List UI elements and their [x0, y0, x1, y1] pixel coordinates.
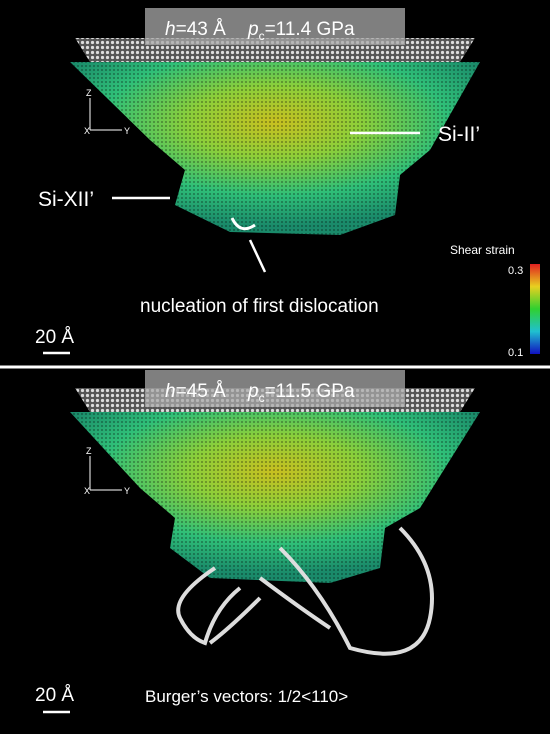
caption: Burger’s vectors: 1/2<110> [145, 687, 348, 706]
label: Si-II’ [438, 123, 480, 146]
colorbar-label: 0.1 [508, 347, 523, 359]
atom-texture [70, 412, 480, 583]
header: h=43 Å [165, 19, 226, 40]
colorbar-title: Shear strain [450, 243, 515, 257]
atom-texture [70, 62, 480, 235]
arrow [248, 239, 267, 273]
axis-label: Z [86, 88, 92, 98]
label: Si-XII’ [38, 188, 94, 211]
axis-label: Y [124, 486, 130, 496]
scale-bar-label: 20 Å [35, 327, 74, 348]
header: pc=11.5 GPa [247, 381, 355, 405]
dislocations [176, 526, 434, 656]
axis-triad [89, 456, 122, 491]
axis-label: X [84, 126, 90, 136]
axis-label: Z [86, 446, 92, 456]
colorbar-label: 0.3 [508, 265, 523, 277]
label: nucleation of first dislocation [140, 296, 379, 317]
header-box [145, 8, 405, 45]
panel: h=45 Å pc=11.5 GPa Z Y X 20 Å Burger’s v… [35, 370, 480, 714]
dislocation [230, 217, 256, 231]
header: pc=11.4 GPa [247, 19, 355, 43]
axis-triad [89, 98, 122, 131]
axis-label: Y [124, 126, 130, 136]
scale-bar-label: 20 Å [35, 685, 74, 706]
panel: h=43 Å pc=11.4 GPa Z Y X Si-II’ Si-XII’ … [35, 8, 540, 359]
header: h=45 Å [165, 381, 226, 402]
header-box [145, 370, 405, 407]
axis-label: X [84, 486, 90, 496]
colorbar [530, 264, 540, 354]
